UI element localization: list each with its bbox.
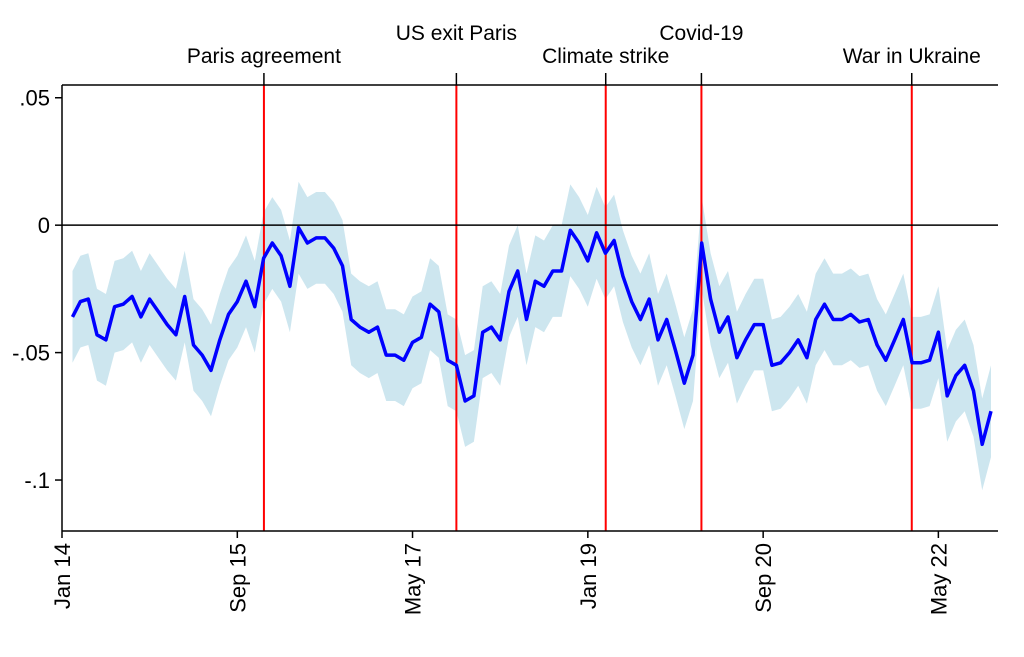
series-line — [70, 225, 993, 447]
x-tick-label-3: Jan 19 — [576, 543, 601, 609]
confidence-band-layer — [72, 181, 991, 491]
event-label-0: Paris agreement — [187, 45, 341, 68]
event-label-1: US exit Paris — [396, 22, 517, 45]
event-label-4: War in Ukraine — [843, 45, 981, 68]
y-tick-label-2: -.05 — [12, 341, 50, 366]
event-label-2: Climate strike — [542, 45, 669, 68]
y-tick-label-0: .05 — [19, 86, 50, 111]
event-labels: Paris agreement US exit Paris Climate stri… — [187, 22, 981, 85]
x-tick-label-1: Sep 15 — [225, 543, 250, 613]
x-tick-label-5: May 22 — [926, 543, 951, 615]
x-tick-label-2: May 17 — [401, 543, 426, 615]
y-tick-label-3: -.1 — [24, 468, 50, 493]
axes: .05 0 -.05 -.1 Jan 14 Sep 15 May 17 Jan 19 Sep 2… — [12, 84, 998, 615]
x-tick-label-0: Jan 14 — [50, 543, 75, 609]
event-lines — [262, 85, 913, 531]
series-layer — [70, 225, 993, 447]
event-label-3: Covid-19 — [659, 22, 743, 45]
x-tick-label-4: Sep 20 — [751, 543, 776, 613]
y-tick-label-1: 0 — [38, 213, 50, 238]
confidence-band — [72, 181, 991, 491]
